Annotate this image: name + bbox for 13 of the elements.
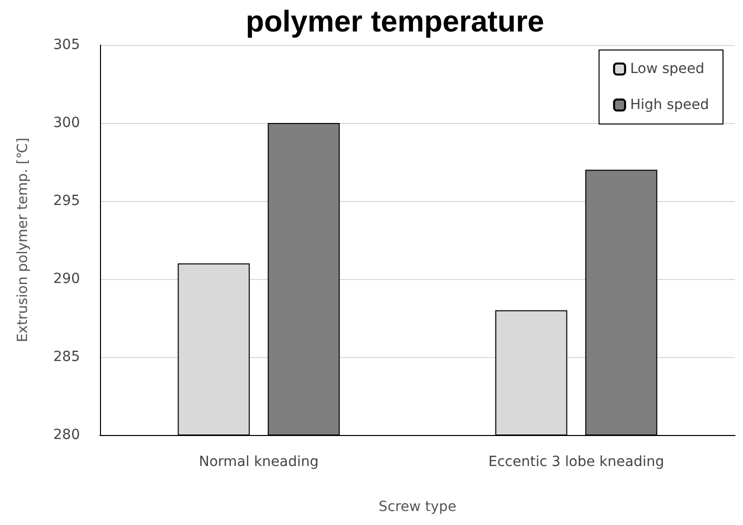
y-tick-label: 305 (53, 37, 80, 53)
y-tick-label: 295 (53, 193, 80, 209)
x-axis-title: Screw type (378, 499, 456, 515)
chart-title: polymer temperature (246, 6, 544, 38)
y-tick-label: 285 (53, 349, 80, 365)
y-axis-title: Extrusion polymer temp. [℃] (15, 138, 31, 342)
x-tick-label: Normal kneading (198, 454, 319, 470)
legend-label: Low speed (630, 61, 704, 77)
x-tick-label: Eccentic 3 lobe kneading (488, 454, 664, 470)
y-tick-label: 300 (53, 115, 80, 131)
legend-label: High speed (630, 97, 709, 113)
y-tick-label: 280 (53, 427, 80, 443)
y-tick-label: 290 (53, 271, 80, 287)
